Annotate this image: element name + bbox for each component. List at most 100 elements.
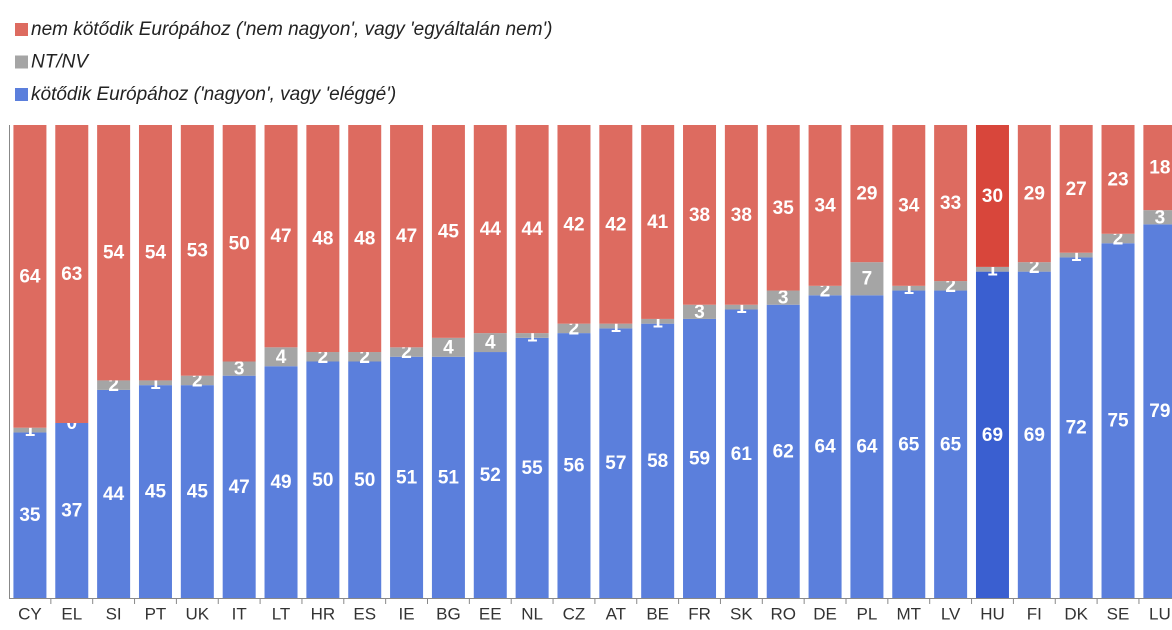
bar-segment <box>1101 243 1135 598</box>
x-tick-label: IE <box>399 604 415 623</box>
bar-segment <box>1101 233 1135 244</box>
bar-segment <box>180 375 214 386</box>
value-label: 35 <box>773 198 795 219</box>
bar-segment <box>431 125 465 338</box>
bar-segment <box>55 422 89 598</box>
value-label: 53 <box>187 240 208 261</box>
bar-segment <box>850 295 884 598</box>
bar-segment <box>222 125 256 362</box>
value-label: 23 <box>1107 169 1128 190</box>
bar-segment <box>55 125 89 423</box>
bar-segment <box>766 125 800 291</box>
value-label: 2 <box>401 342 412 363</box>
bar-segment <box>599 323 633 329</box>
value-label: 51 <box>396 467 418 488</box>
bar-segment <box>264 347 298 367</box>
value-label: 64 <box>815 437 837 458</box>
value-label: 62 <box>773 441 794 462</box>
legend-swatch <box>15 55 28 69</box>
bar-segment <box>13 427 47 433</box>
value-label: 63 <box>61 264 82 285</box>
value-label: 2 <box>569 318 580 339</box>
value-label: 27 <box>1066 179 1087 200</box>
value-label: 50 <box>229 233 250 254</box>
bar-segment <box>641 318 675 324</box>
bar-segment <box>473 333 507 353</box>
bar-segment <box>515 125 549 334</box>
x-tick-label: ES <box>353 604 376 623</box>
bar-segment <box>766 304 800 598</box>
bar-segment <box>306 352 340 362</box>
bar-segment <box>180 125 214 376</box>
x-tick-label: FI <box>1027 604 1042 623</box>
value-label: 1 <box>611 316 622 337</box>
value-label: 34 <box>898 195 920 216</box>
x-tick-label: FR <box>688 604 711 623</box>
value-label: 1 <box>736 297 747 318</box>
value-label: 54 <box>103 243 125 264</box>
value-label: 61 <box>731 444 753 465</box>
bar-segment <box>138 380 172 386</box>
value-label: 56 <box>563 456 584 477</box>
bar-segment <box>138 385 172 598</box>
bar-segment <box>473 352 507 598</box>
value-label: 41 <box>647 212 669 233</box>
value-label: 59 <box>689 448 710 469</box>
value-label: 1 <box>987 259 998 280</box>
value-label: 3 <box>1155 207 1166 228</box>
value-label: 44 <box>522 219 544 240</box>
bar-segment <box>975 271 1009 598</box>
value-label: 55 <box>522 458 544 479</box>
bar-segment <box>724 304 758 310</box>
value-label: 44 <box>480 219 502 240</box>
bar-segment <box>934 281 968 291</box>
bar-segment <box>934 290 968 598</box>
x-tick-label: LV <box>941 604 961 623</box>
value-label: 7 <box>862 269 873 290</box>
bar-segment <box>766 290 800 305</box>
value-label: 54 <box>145 243 167 264</box>
value-label: 2 <box>318 347 329 368</box>
bar-segment <box>599 125 633 324</box>
value-label: 37 <box>61 501 82 522</box>
x-tick-label: EL <box>61 604 82 623</box>
x-tick-label: DE <box>813 604 837 623</box>
value-label: 65 <box>940 434 962 455</box>
value-label: 52 <box>480 465 501 486</box>
x-tick-label: CZ <box>563 604 586 623</box>
value-label: 2 <box>359 347 370 368</box>
bar-segment <box>390 125 424 348</box>
value-label: 65 <box>898 434 920 455</box>
bar-segment <box>97 125 131 381</box>
value-label: 4 <box>485 333 496 354</box>
value-label: 44 <box>103 484 125 505</box>
bar-segment <box>13 125 47 428</box>
bar-segment <box>641 125 675 319</box>
bar-segment <box>557 333 591 598</box>
value-label: 2 <box>820 281 831 302</box>
value-label: 1 <box>527 326 538 347</box>
bar-segment <box>97 389 131 598</box>
value-label: 58 <box>647 451 668 472</box>
bar-segment <box>306 361 340 598</box>
value-label: 51 <box>438 467 460 488</box>
bar-segment <box>808 285 842 296</box>
bar-segment <box>1059 252 1093 258</box>
bar-segment <box>934 125 968 282</box>
bar-segment <box>1059 257 1093 598</box>
legend-swatch <box>15 23 28 36</box>
bar-segment <box>13 432 47 598</box>
legend-swatch <box>15 88 28 101</box>
x-tick-label: SE <box>1107 604 1130 623</box>
x-tick-label: HR <box>311 604 336 623</box>
legend-label: nem kötődik Európához ('nem nagyon', vag… <box>31 19 552 40</box>
value-label: 2 <box>1029 257 1040 278</box>
legend-label: kötődik Európához ('nagyon', vagy 'elégg… <box>31 84 396 105</box>
bar-segment <box>515 337 549 598</box>
value-label: 1 <box>25 420 36 441</box>
bar-segment <box>390 356 424 598</box>
x-tick-label: RO <box>770 604 796 623</box>
bar-segment <box>1059 125 1093 253</box>
bar-segment <box>515 333 549 338</box>
value-label: 47 <box>229 477 250 498</box>
